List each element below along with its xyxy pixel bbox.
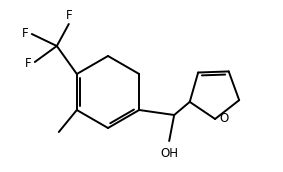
Text: F: F [65,9,72,22]
Text: O: O [219,112,228,126]
Text: F: F [22,26,29,40]
Text: F: F [25,56,32,69]
Text: OH: OH [160,147,178,160]
